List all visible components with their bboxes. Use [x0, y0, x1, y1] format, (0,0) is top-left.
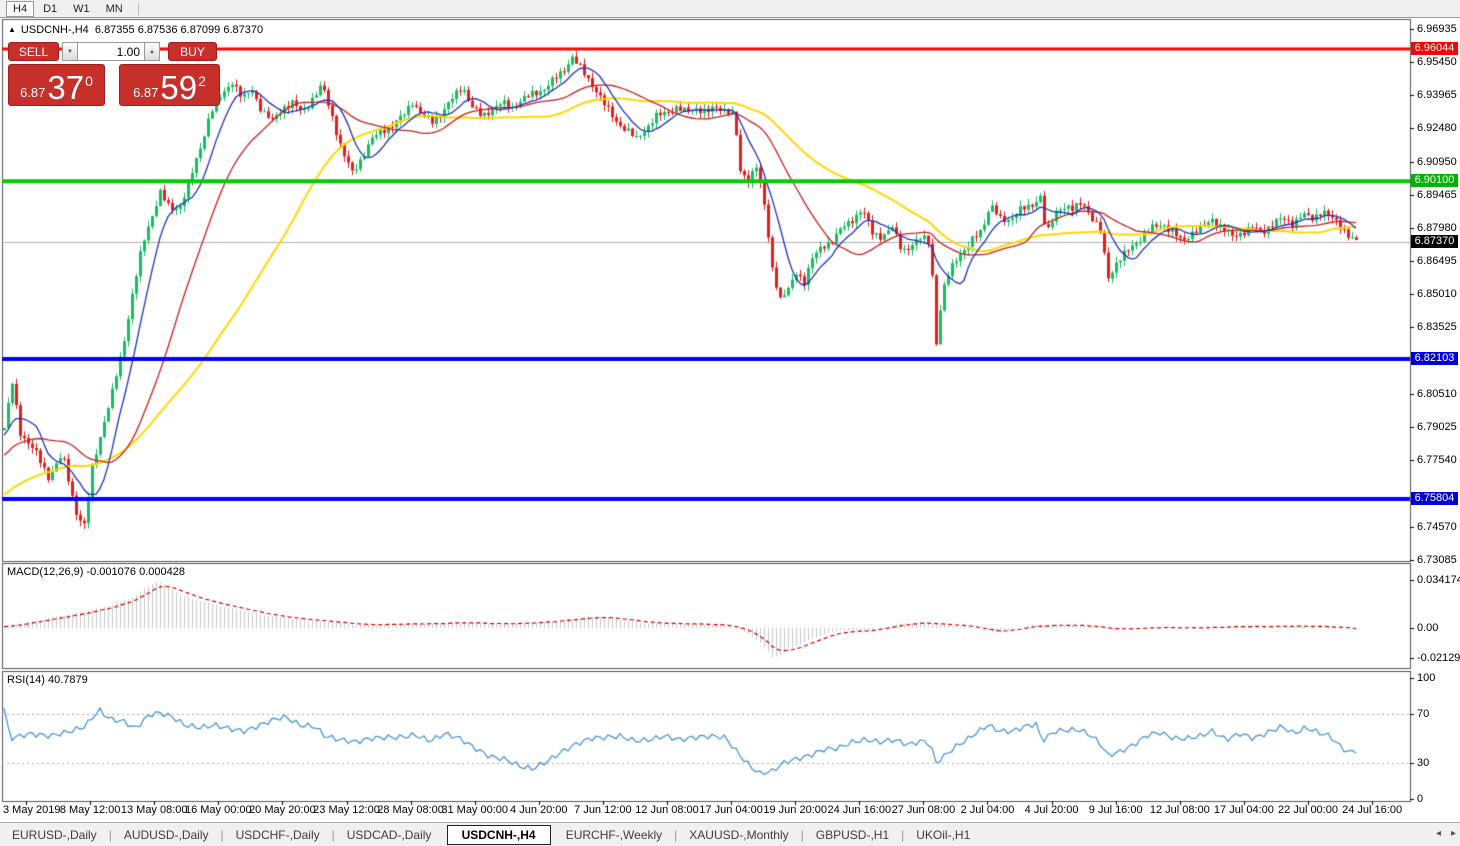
- chart-canvas[interactable]: [0, 18, 1460, 822]
- time-axis-label: 28 May 08:00: [377, 804, 444, 816]
- tab-separator: |: [220, 828, 224, 842]
- price-axis-tick-label: 6.80510: [1417, 388, 1457, 401]
- tab-scroll-buttons: ◂ ▸: [1436, 828, 1456, 839]
- price-tag-6.75804: 6.75804: [1411, 492, 1458, 506]
- price-axis-tick-label: 6.90950: [1417, 156, 1457, 169]
- price-axis-tick-label: 6.96935: [1417, 23, 1457, 36]
- price-axis-tick-label: 6.74570: [1417, 520, 1457, 533]
- time-axis-label: 9 Jul 16:00: [1088, 804, 1143, 816]
- price-tag-6.96044: 6.96044: [1411, 42, 1458, 56]
- buy-price-sup: 2: [198, 73, 206, 89]
- macd-indicator-label: MACD(12,26,9) -0.001076 0.000428: [7, 566, 185, 578]
- time-axis-label: 24 Jul 16:00: [1342, 804, 1403, 816]
- tab-eurusd-daily[interactable]: EURUSD-,Daily: [12, 828, 97, 842]
- price-tag-6.82103: 6.82103: [1411, 352, 1458, 366]
- macd-axis-tick-label: 0.034174: [1417, 573, 1460, 586]
- tab-xauusd-monthly[interactable]: XAUUSD-,Monthly: [689, 828, 789, 842]
- price-axis-tick-label: 6.77540: [1417, 454, 1457, 467]
- tab-usdchf-daily[interactable]: USDCHF-,Daily: [235, 828, 320, 842]
- volume-increase-button[interactable]: ▲: [144, 42, 160, 61]
- buy-price-button[interactable]: 6.87 59 2: [119, 64, 220, 106]
- time-axis-label: 27 Jun 08:00: [891, 804, 956, 816]
- tab-separator: |: [108, 828, 112, 842]
- price-axis-tick-label: 6.79025: [1417, 421, 1457, 434]
- timeframe-button-w1[interactable]: W1: [73, 2, 90, 15]
- volume-decrease-button[interactable]: ▼: [62, 42, 78, 61]
- macd-axis-tick-label: 0.00: [1417, 622, 1439, 634]
- volume-input[interactable]: [78, 42, 144, 61]
- time-axis-label: 17 Jun 04:00: [699, 804, 763, 816]
- time-axis-label: 17 Jul 04:00: [1213, 804, 1274, 816]
- rsi-axis-tick-label: 30: [1417, 756, 1430, 769]
- sell-price-big: 37: [47, 69, 85, 106]
- buy-price-prefix: 6.87: [133, 85, 159, 100]
- macd-axis-tick-label: -0.021296: [1417, 651, 1460, 664]
- rsi-axis-tick-label: 100: [1417, 672, 1436, 684]
- price-axis-tick-label: 6.93965: [1417, 89, 1457, 102]
- time-axis-label: 13 May 08:00: [120, 804, 188, 816]
- time-axis-label: 12 Jul 08:00: [1149, 804, 1210, 816]
- time-axis-label: 4 Jun 20:00: [510, 804, 568, 816]
- timeframe-button-d1[interactable]: D1: [43, 2, 58, 15]
- sell-price-button[interactable]: 6.87 37 0: [8, 64, 106, 106]
- time-axis-label: 16 May 00:00: [184, 804, 252, 816]
- buy-price-big: 59: [160, 69, 198, 106]
- sell-price-sup: 0: [85, 73, 93, 89]
- tab-audusd-daily[interactable]: AUDUSD-,Daily: [123, 828, 209, 842]
- price-axis-tick-label: 6.86495: [1417, 255, 1457, 268]
- time-axis-label: 8 May 12:00: [59, 804, 121, 816]
- time-axis-label: 31 May 00:00: [441, 804, 509, 816]
- tab-gbpusd-h1[interactable]: GBPUSD-,H1: [815, 828, 890, 842]
- tab-separator: |: [901, 828, 905, 842]
- sell-price-prefix: 6.87: [20, 85, 46, 100]
- chart-title: ▲ USDCNH-,H4 6.87355 6.87536 6.87099 6.87…: [8, 24, 263, 36]
- price-tag-6.90100: 6.90100: [1411, 174, 1458, 188]
- time-axis-label: 2 Jul 04:00: [960, 804, 1015, 816]
- timeframe-toolbar: H4 D1 W1 MN: [0, 0, 1460, 18]
- chart-ohlc-values: 6.87355 6.87536 6.87099 6.87370: [94, 24, 264, 36]
- tab-usdcnh-h4[interactable]: USDCNH-,H4: [446, 825, 551, 845]
- sell-button[interactable]: SELL: [8, 42, 59, 61]
- rsi-indicator-label: RSI(14) 40.7879: [7, 674, 88, 686]
- price-axis-tick-label: 6.73085: [1417, 553, 1457, 566]
- chart-tab-bar: EURUSD-,Daily | AUDUSD-,Daily | USDCHF-,Dail…: [0, 822, 1460, 846]
- buy-button[interactable]: BUY: [168, 42, 217, 61]
- time-axis-label: 20 May 20:00: [249, 804, 316, 816]
- tab-scroll-right-icon[interactable]: ▸: [1450, 828, 1456, 839]
- rsi-axis-tick-label: 70: [1417, 708, 1430, 721]
- symbol-triangle-icon: ▲: [8, 25, 16, 34]
- tab-scroll-left-icon[interactable]: ◂: [1435, 828, 1441, 839]
- price-axis-tick-label: 6.95450: [1417, 56, 1457, 69]
- price-axis-tick-label: 6.83525: [1417, 321, 1457, 334]
- price-tag-6.87370: 6.87370: [1411, 234, 1458, 248]
- toolbar-separator: [137, 2, 139, 15]
- time-axis-label: 4 Jul 20:00: [1024, 804, 1079, 816]
- time-axis-label: 19 Jun 20:00: [763, 804, 827, 816]
- price-axis-tick-label: 6.92480: [1417, 122, 1457, 135]
- tab-usdcad-daily[interactable]: USDCAD-,Daily: [346, 828, 432, 842]
- timeframe-button-h4[interactable]: H4: [6, 0, 35, 17]
- price-axis-tick-label: 6.89465: [1417, 189, 1457, 202]
- time-axis-label: 7 Jun 12:00: [574, 804, 632, 816]
- time-axis-label: 12 Jun 08:00: [635, 804, 699, 816]
- time-axis-label: 22 Jul 00:00: [1278, 804, 1338, 816]
- price-axis-tick-label: 6.85010: [1417, 288, 1457, 301]
- timeframe-button-mn[interactable]: MN: [105, 2, 123, 15]
- chart-window: ▲ USDCNH-,H4 6.87355 6.87536 6.87099 6.87…: [0, 18, 1460, 822]
- time-axis-label: 23 May 12:00: [313, 804, 380, 816]
- tab-ukoil-h1[interactable]: UKOil-,H1: [916, 828, 971, 842]
- tab-separator: |: [674, 828, 678, 842]
- time-axis-label: 3 May 2019: [3, 804, 61, 816]
- chart-symbol-period: USDCNH-,H4: [20, 24, 89, 36]
- tab-separator: |: [800, 828, 804, 842]
- time-axis-label: 24 Jun 16:00: [827, 804, 892, 816]
- tab-separator: |: [331, 828, 335, 842]
- price-axis-tick-label: 6.87980: [1417, 222, 1457, 235]
- tab-eurchf-weekly[interactable]: EURCHF-,Weekly: [565, 828, 663, 842]
- rsi-axis-tick-label: 0: [1417, 793, 1424, 805]
